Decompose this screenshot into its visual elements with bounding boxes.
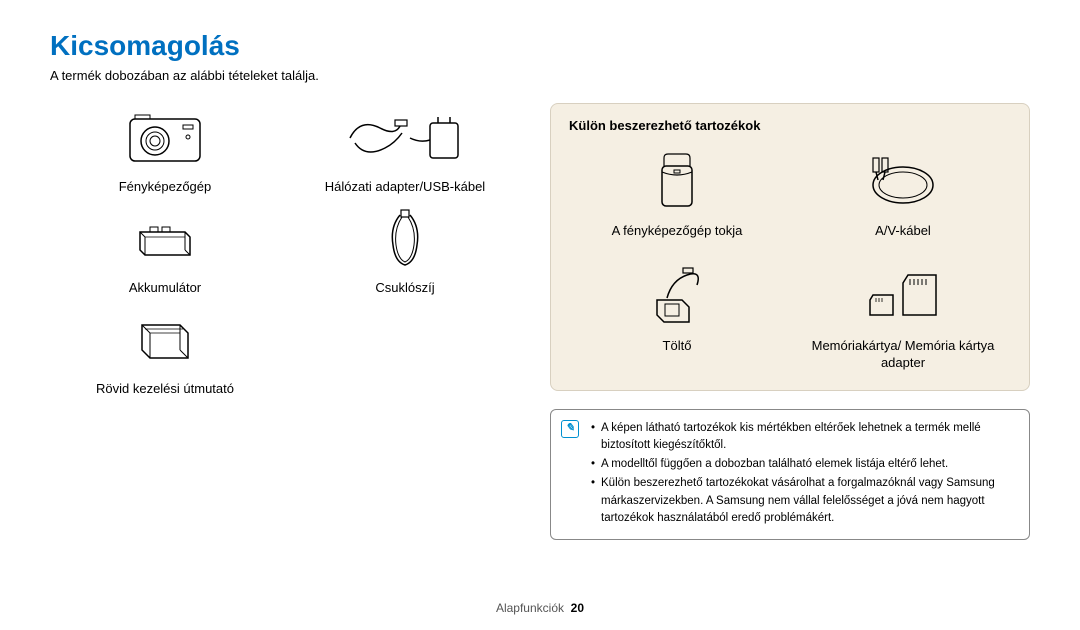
footer-section: Alapfunkciók xyxy=(496,601,564,615)
footer-page: 20 xyxy=(571,601,584,615)
charger-icon xyxy=(637,260,717,330)
included-grid: Fényképezőgép Hálózati adapter/USB-kábel xyxy=(50,103,520,396)
opt-label: Memóriakártya/ Memória kártya adapter xyxy=(795,338,1011,372)
opt-memcard: Memóriakártya/ Memória kártya adapter xyxy=(795,260,1011,372)
item-label: Fényképezőgép xyxy=(119,179,212,194)
note-list: A képen látható tartozékok kis mértékben… xyxy=(591,420,1017,528)
optional-title: Külön beszerezhető tartozékok xyxy=(569,118,1011,133)
page-footer: Alapfunkciók 20 xyxy=(0,601,1080,615)
opt-case: A fényképezőgép tokja xyxy=(569,145,785,240)
content-area: Fényképezőgép Hálózati adapter/USB-kábel xyxy=(50,103,1030,540)
page-subtitle: A termék dobozában az alábbi tételeket t… xyxy=(50,68,1030,83)
strap-icon xyxy=(375,204,435,274)
page-title: Kicsomagolás xyxy=(50,30,1030,62)
opt-label: Töltő xyxy=(663,338,692,355)
memcard-icon xyxy=(858,260,948,330)
item-camera: Fényképezőgép xyxy=(50,103,280,194)
opt-label: A/V-kábel xyxy=(875,223,931,240)
note-item: A képen látható tartozékok kis mértékben… xyxy=(591,420,1017,455)
note-box: ✎ A képen látható tartozékok kis mértékb… xyxy=(550,409,1030,541)
optional-grid: A fényképezőgép tokja A/V-kábel xyxy=(569,145,1011,372)
opt-charger: Töltő xyxy=(569,260,785,372)
included-column: Fényképezőgép Hálózati adapter/USB-kábel xyxy=(50,103,520,540)
item-label: Rövid kezelési útmutató xyxy=(96,381,234,396)
opt-avcable: A/V-kábel xyxy=(795,145,1011,240)
optional-column: Külön beszerezhető tartozékok A fényképe… xyxy=(550,103,1030,540)
item-battery: Akkumulátor xyxy=(50,204,280,295)
case-icon xyxy=(652,145,702,215)
camera-icon xyxy=(125,103,205,173)
battery-icon xyxy=(130,204,200,274)
item-label: Hálózati adapter/USB-kábel xyxy=(325,179,485,194)
avcable-icon xyxy=(858,145,948,215)
adapter-icon xyxy=(340,103,470,173)
info-icon: ✎ xyxy=(561,420,579,438)
item-strap: Csuklószíj xyxy=(290,204,520,295)
manual-icon xyxy=(130,305,200,375)
optional-box: Külön beszerezhető tartozékok A fényképe… xyxy=(550,103,1030,391)
note-item: Külön beszerezhető tartozékokat vásárolh… xyxy=(591,475,1017,527)
note-item: A modelltől függően a dobozban található… xyxy=(591,456,1017,473)
item-label: Csuklószíj xyxy=(375,280,434,295)
item-manual: Rövid kezelési útmutató xyxy=(50,305,280,396)
item-label: Akkumulátor xyxy=(129,280,201,295)
opt-label: A fényképezőgép tokja xyxy=(612,223,743,240)
item-adapter: Hálózati adapter/USB-kábel xyxy=(290,103,520,194)
